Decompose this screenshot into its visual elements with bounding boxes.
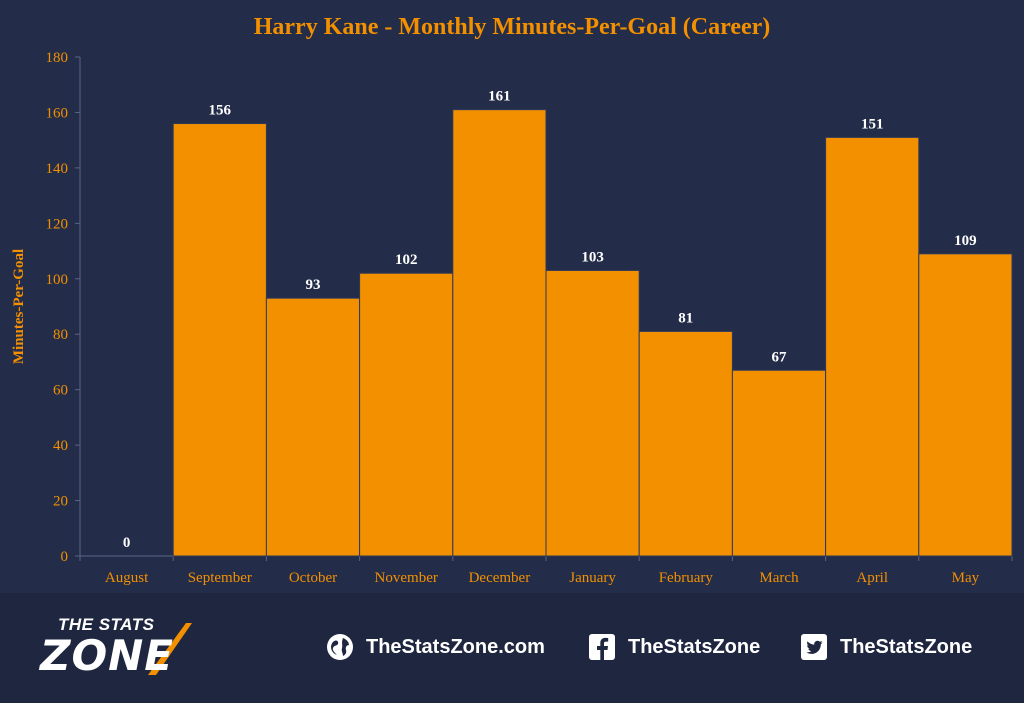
footer: THE STATS ZONE TheStatsZone.com TheStats… xyxy=(0,593,1024,703)
data-label: 81 xyxy=(678,310,693,326)
facebook-link[interactable]: TheStatsZone xyxy=(588,631,760,663)
x-tick-label: March xyxy=(759,570,799,586)
data-label: 93 xyxy=(306,277,321,293)
globe-icon xyxy=(327,634,353,660)
y-tick-label: 0 xyxy=(61,549,69,565)
x-tick-label: September xyxy=(188,570,252,586)
y-tick-label: 160 xyxy=(46,105,69,121)
logo-bottom-text: ZONE xyxy=(40,631,174,680)
bar-march xyxy=(731,369,827,557)
y-tick-label: 120 xyxy=(46,216,69,232)
y-tick-label: 100 xyxy=(46,272,69,288)
x-tick-label: December xyxy=(469,570,531,586)
bars xyxy=(172,109,1013,557)
twitter-icon xyxy=(801,634,827,660)
chart-title: Harry Kane - Monthly Minutes-Per-Goal (C… xyxy=(254,14,771,40)
data-label: 161 xyxy=(488,89,511,105)
twitter-link[interactable]: TheStatsZone xyxy=(800,631,972,663)
facebook-icon xyxy=(589,634,615,660)
bar-november xyxy=(359,272,454,557)
bar-february xyxy=(638,330,733,557)
data-labels: 0 156 93 102 161 103 81 67 151 109 xyxy=(123,89,977,551)
facebook-text: TheStatsZone xyxy=(628,635,761,658)
bar-september xyxy=(172,123,267,557)
x-tick-label: August xyxy=(105,570,149,586)
bar-october xyxy=(265,297,361,557)
axes: 0 20 40 60 80 100 120 140 160 180 August September O… xyxy=(46,50,1013,586)
data-label: 103 xyxy=(581,249,604,265)
y-axis-title: Minutes-Per-Goal xyxy=(11,249,27,364)
data-label: 67 xyxy=(772,349,788,365)
y-tick-label: 80 xyxy=(53,327,68,343)
logo-top-text: THE STATS xyxy=(58,615,155,634)
data-label: 102 xyxy=(395,252,418,268)
x-tick-label: November xyxy=(375,570,438,586)
y-tick-label: 20 xyxy=(53,494,68,510)
data-label: 151 xyxy=(861,116,884,132)
logo-swoosh-icon xyxy=(148,623,192,675)
thestatszone-logo: THE STATS ZONE xyxy=(36,611,216,681)
y-tick-label: 140 xyxy=(46,161,69,177)
website-text: TheStatsZone.com xyxy=(366,635,545,658)
data-label: 0 xyxy=(123,535,131,551)
bar-january xyxy=(545,269,640,557)
y-tick-label: 60 xyxy=(53,383,68,399)
bar-may xyxy=(918,253,1013,557)
x-tick-label: May xyxy=(952,570,980,586)
data-label: 109 xyxy=(954,233,977,249)
bar-december xyxy=(452,109,547,557)
x-tick-label: February xyxy=(659,570,714,586)
x-tick-label: January xyxy=(569,570,616,586)
website-link[interactable]: TheStatsZone.com xyxy=(326,631,545,663)
data-label: 156 xyxy=(209,103,232,119)
bar-chart: Harry Kane - Monthly Minutes-Per-Goal (C… xyxy=(11,14,1013,586)
bar-april xyxy=(825,136,920,557)
y-tick-label: 40 xyxy=(53,438,68,454)
y-tick-label: 180 xyxy=(46,50,69,66)
x-tick-label: October xyxy=(289,570,337,586)
x-tick-label: April xyxy=(856,570,888,586)
twitter-text: TheStatsZone xyxy=(840,635,973,658)
